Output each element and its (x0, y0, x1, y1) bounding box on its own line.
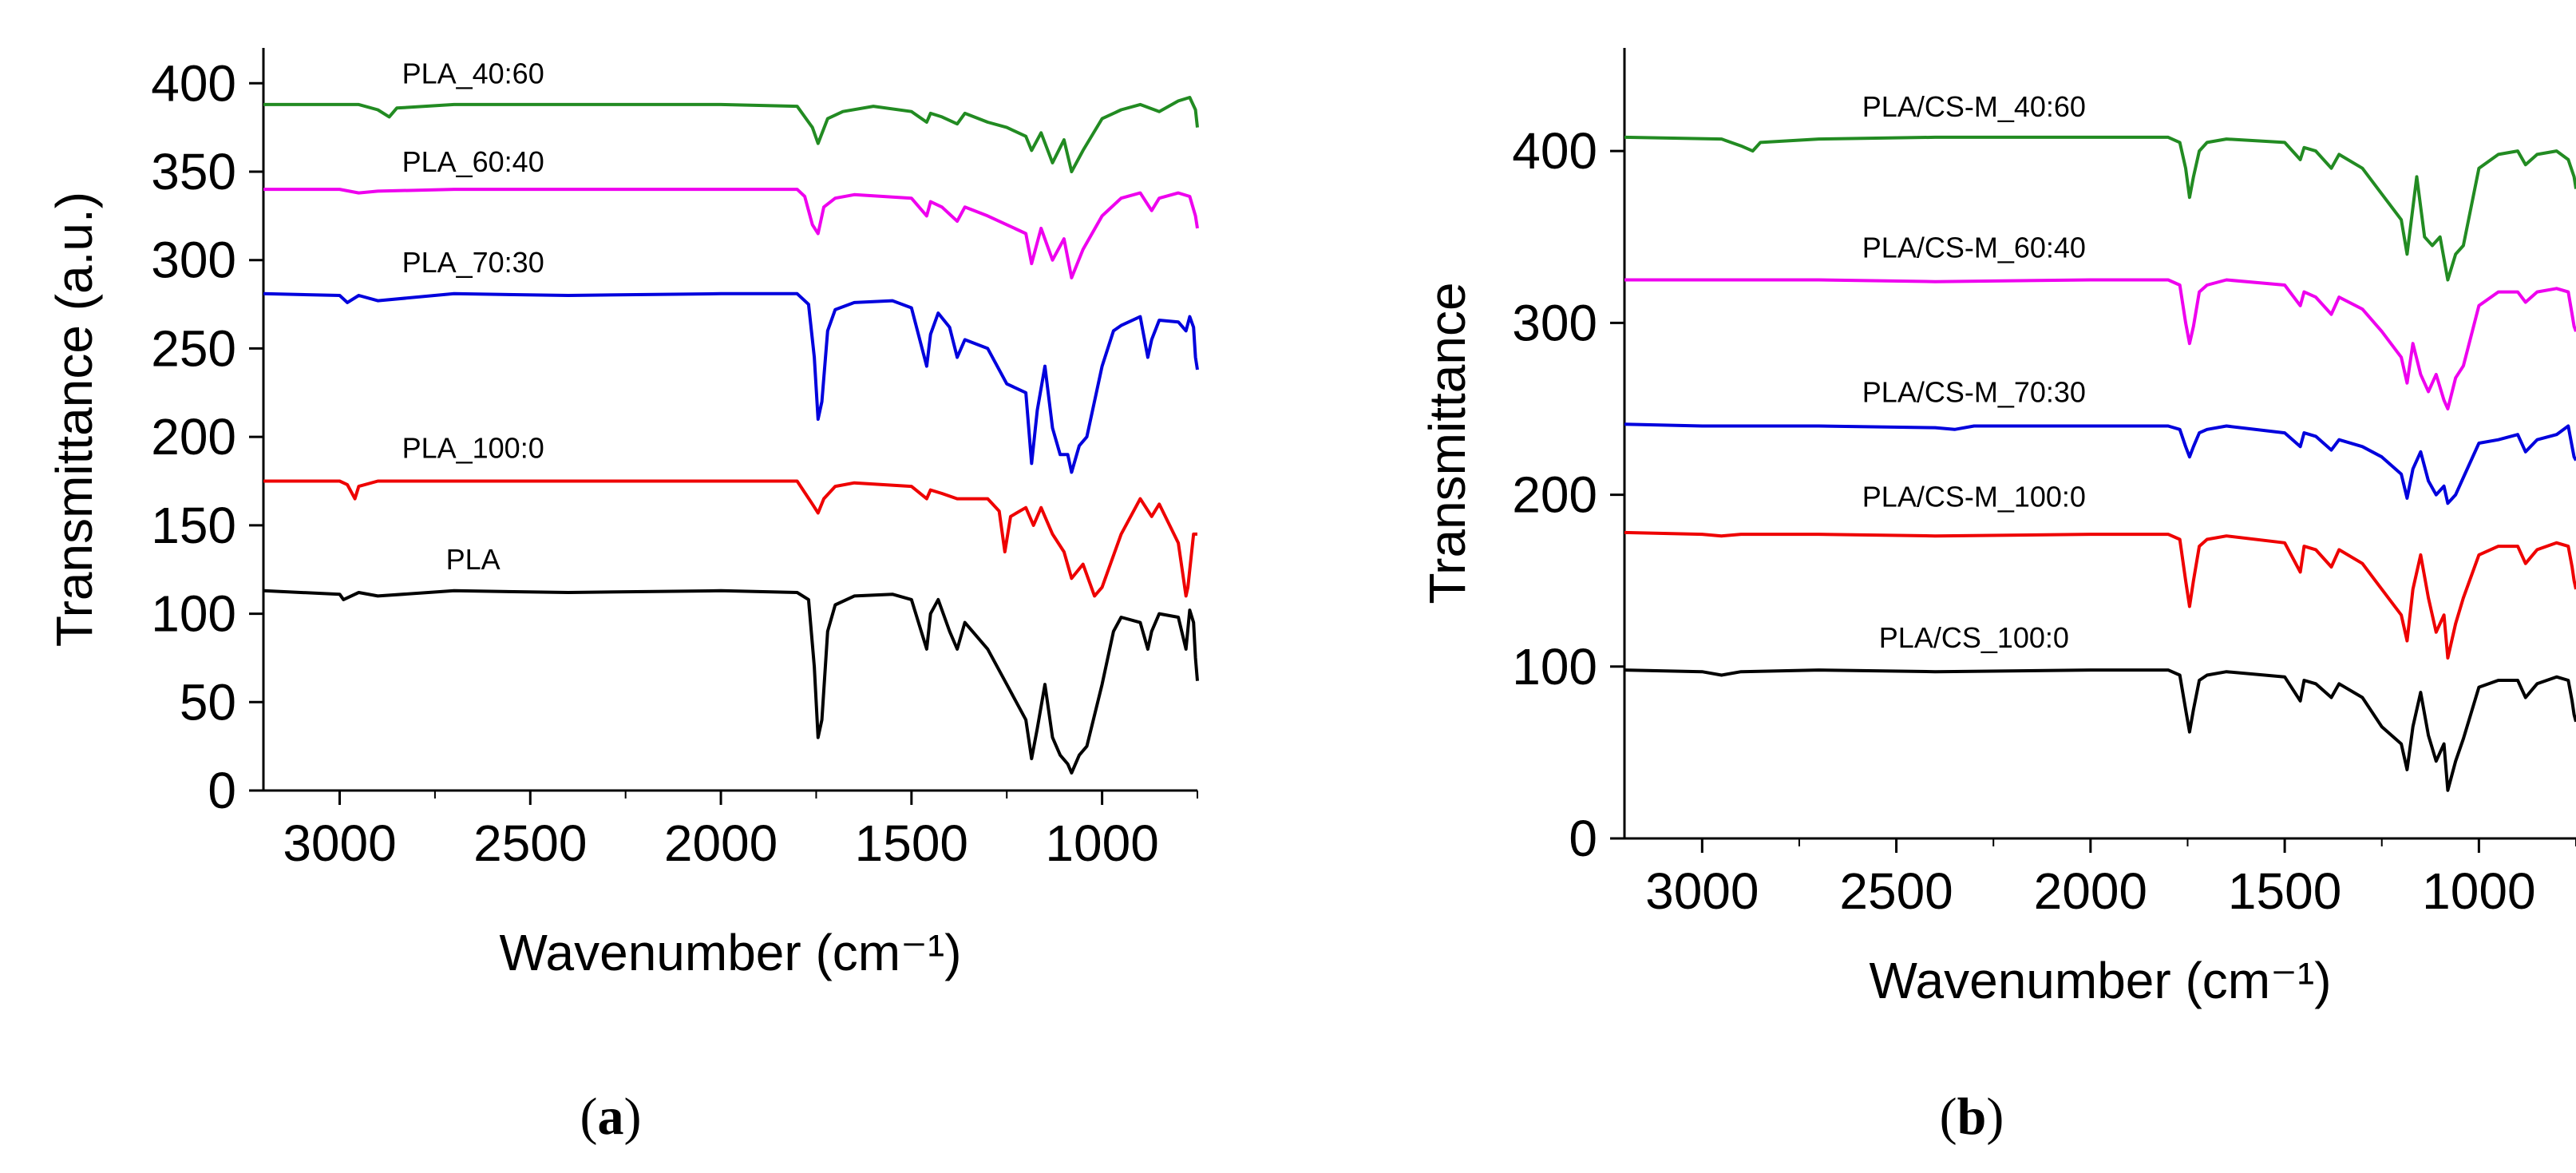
series-label: PLA/CS-M_100:0 (1862, 481, 2086, 513)
series-label: PLA_40:60 (402, 57, 544, 89)
x-tick-label: 2500 (473, 814, 587, 872)
series-label: PLA_60:40 (402, 145, 544, 178)
series-line (263, 479, 1197, 598)
y-axis-title: Transmittance (1419, 282, 1476, 604)
series-line (1624, 135, 2576, 282)
y-tick-label: 350 (151, 143, 236, 200)
y-tick-label: 200 (151, 408, 236, 466)
y-tick-label: 150 (151, 497, 236, 554)
series-label: PLA_100:0 (402, 432, 544, 465)
series-line (1624, 530, 2576, 660)
x-tick-label: 1500 (2228, 862, 2341, 920)
y-tick-label: 100 (151, 585, 236, 643)
y-tick-label: 400 (1512, 122, 1597, 180)
series-line (263, 188, 1199, 279)
series-label: PLA/CS-M_40:60 (1862, 90, 2086, 123)
y-tick-label: 0 (1569, 810, 1597, 867)
x-axis-title: Wavenumber (cm⁻¹) (499, 924, 961, 981)
series-label: PLA/CS_100:0 (1879, 621, 2069, 654)
panel-label: (b) (1940, 1088, 2004, 1146)
series-label: PLA/CS-M_60:40 (1862, 232, 2086, 264)
series-line (263, 588, 1199, 775)
x-tick-label: 2500 (1839, 862, 1953, 920)
panel-label: (a) (580, 1088, 642, 1146)
x-axis-title: Wavenumber (cm⁻¹) (1869, 952, 2331, 1009)
y-tick-label: 400 (151, 54, 236, 112)
y-tick-label: 0 (208, 762, 236, 819)
y-tick-label: 50 (180, 673, 236, 731)
series-line (1624, 422, 2576, 505)
y-axis-title: Transmittance (a.u.) (46, 192, 103, 647)
series-label: PLA_70:30 (402, 246, 544, 279)
x-tick-label: 1000 (2422, 862, 2535, 920)
y-tick-label: 300 (1512, 294, 1597, 351)
series-line (1624, 668, 2576, 792)
x-tick-label: 3000 (283, 814, 396, 872)
y-tick-label: 100 (1512, 638, 1597, 695)
panel-a: 3000 2500 2000 1500 1000 0 50 100 150 200 250 300 35… (46, 48, 1199, 1146)
y-tick-label: 300 (151, 232, 236, 289)
series-label: PLA (446, 543, 501, 576)
y-tick-label: 200 (1512, 466, 1597, 524)
x-tick-label: 2000 (2034, 862, 2147, 920)
series-line (1624, 278, 2576, 410)
series-label: PLA/CS-M_70:30 (1862, 375, 2086, 408)
series-line (263, 96, 1199, 173)
x-tick-label: 1000 (1045, 814, 1158, 872)
x-tick-label: 2000 (664, 814, 778, 872)
y-tick-label: 250 (151, 319, 236, 377)
x-tick-label: 3000 (1645, 862, 1759, 920)
series-line (263, 291, 1199, 474)
panel-b: 3000 2500 2000 1500 1000 0 100 200 300 400 PLA/CS-… (1419, 48, 2576, 1146)
x-tick-label: 1500 (855, 814, 968, 872)
